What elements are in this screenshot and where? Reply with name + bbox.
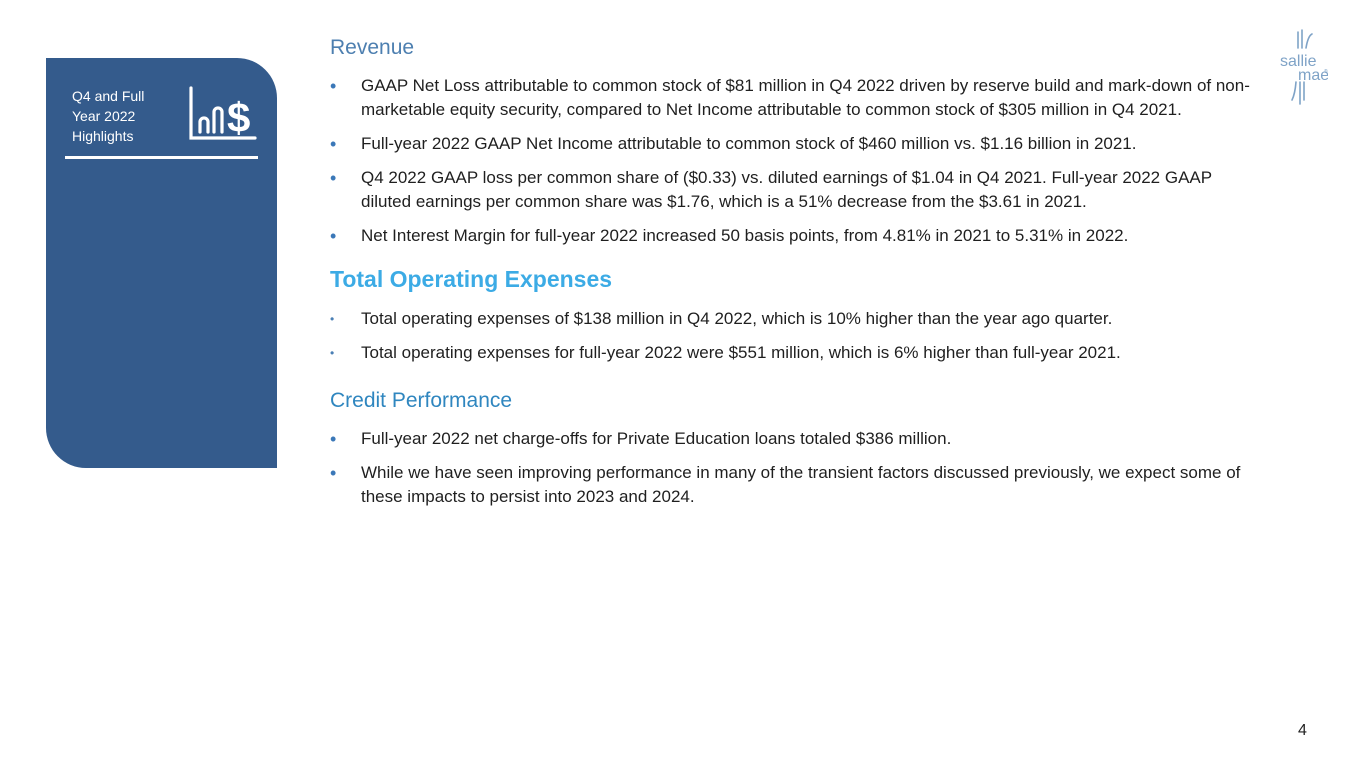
list-item: Full-year 2022 net charge-offs for Priva… <box>330 427 1260 451</box>
highlights-divider <box>65 156 258 159</box>
credit-list: Full-year 2022 net charge-offs for Priva… <box>330 427 1260 509</box>
highlights-panel: Q4 and Full Year 2022 Highlights $ <box>46 58 277 468</box>
bar-chart-dollar-icon: $ <box>189 86 257 141</box>
revenue-list: GAAP Net Loss attributable to common sto… <box>330 74 1260 248</box>
page-number: 4 <box>1298 722 1307 739</box>
svg-text:mae: mae <box>1298 67 1328 84</box>
main-content: Revenue GAAP Net Loss attributable to co… <box>330 36 1260 519</box>
list-item: Total operating expenses for full-year 2… <box>330 341 1260 365</box>
list-item: Full-year 2022 GAAP Net Income attributa… <box>330 132 1260 156</box>
list-item: Net Interest Margin for full-year 2022 i… <box>330 224 1260 248</box>
sallie-mae-logo: sallie mae ® <box>1280 29 1328 105</box>
list-item: GAAP Net Loss attributable to common sto… <box>330 74 1260 122</box>
credit-heading: Credit Performance <box>330 389 513 412</box>
opex-heading: Total Operating Expenses <box>330 266 613 292</box>
list-item: Total operating expenses of $138 million… <box>330 307 1260 331</box>
svg-text:®: ® <box>1324 68 1328 75</box>
opex-list: Total operating expenses of $138 million… <box>330 307 1260 365</box>
revenue-heading: Revenue <box>330 36 415 59</box>
svg-text:sallie: sallie <box>1280 53 1317 70</box>
svg-text:$: $ <box>227 94 250 141</box>
highlights-title: Q4 and Full Year 2022 Highlights <box>72 88 145 144</box>
list-item: While we have seen improving performance… <box>330 461 1260 509</box>
list-item: Q4 2022 GAAP loss per common share of ($… <box>330 166 1260 214</box>
